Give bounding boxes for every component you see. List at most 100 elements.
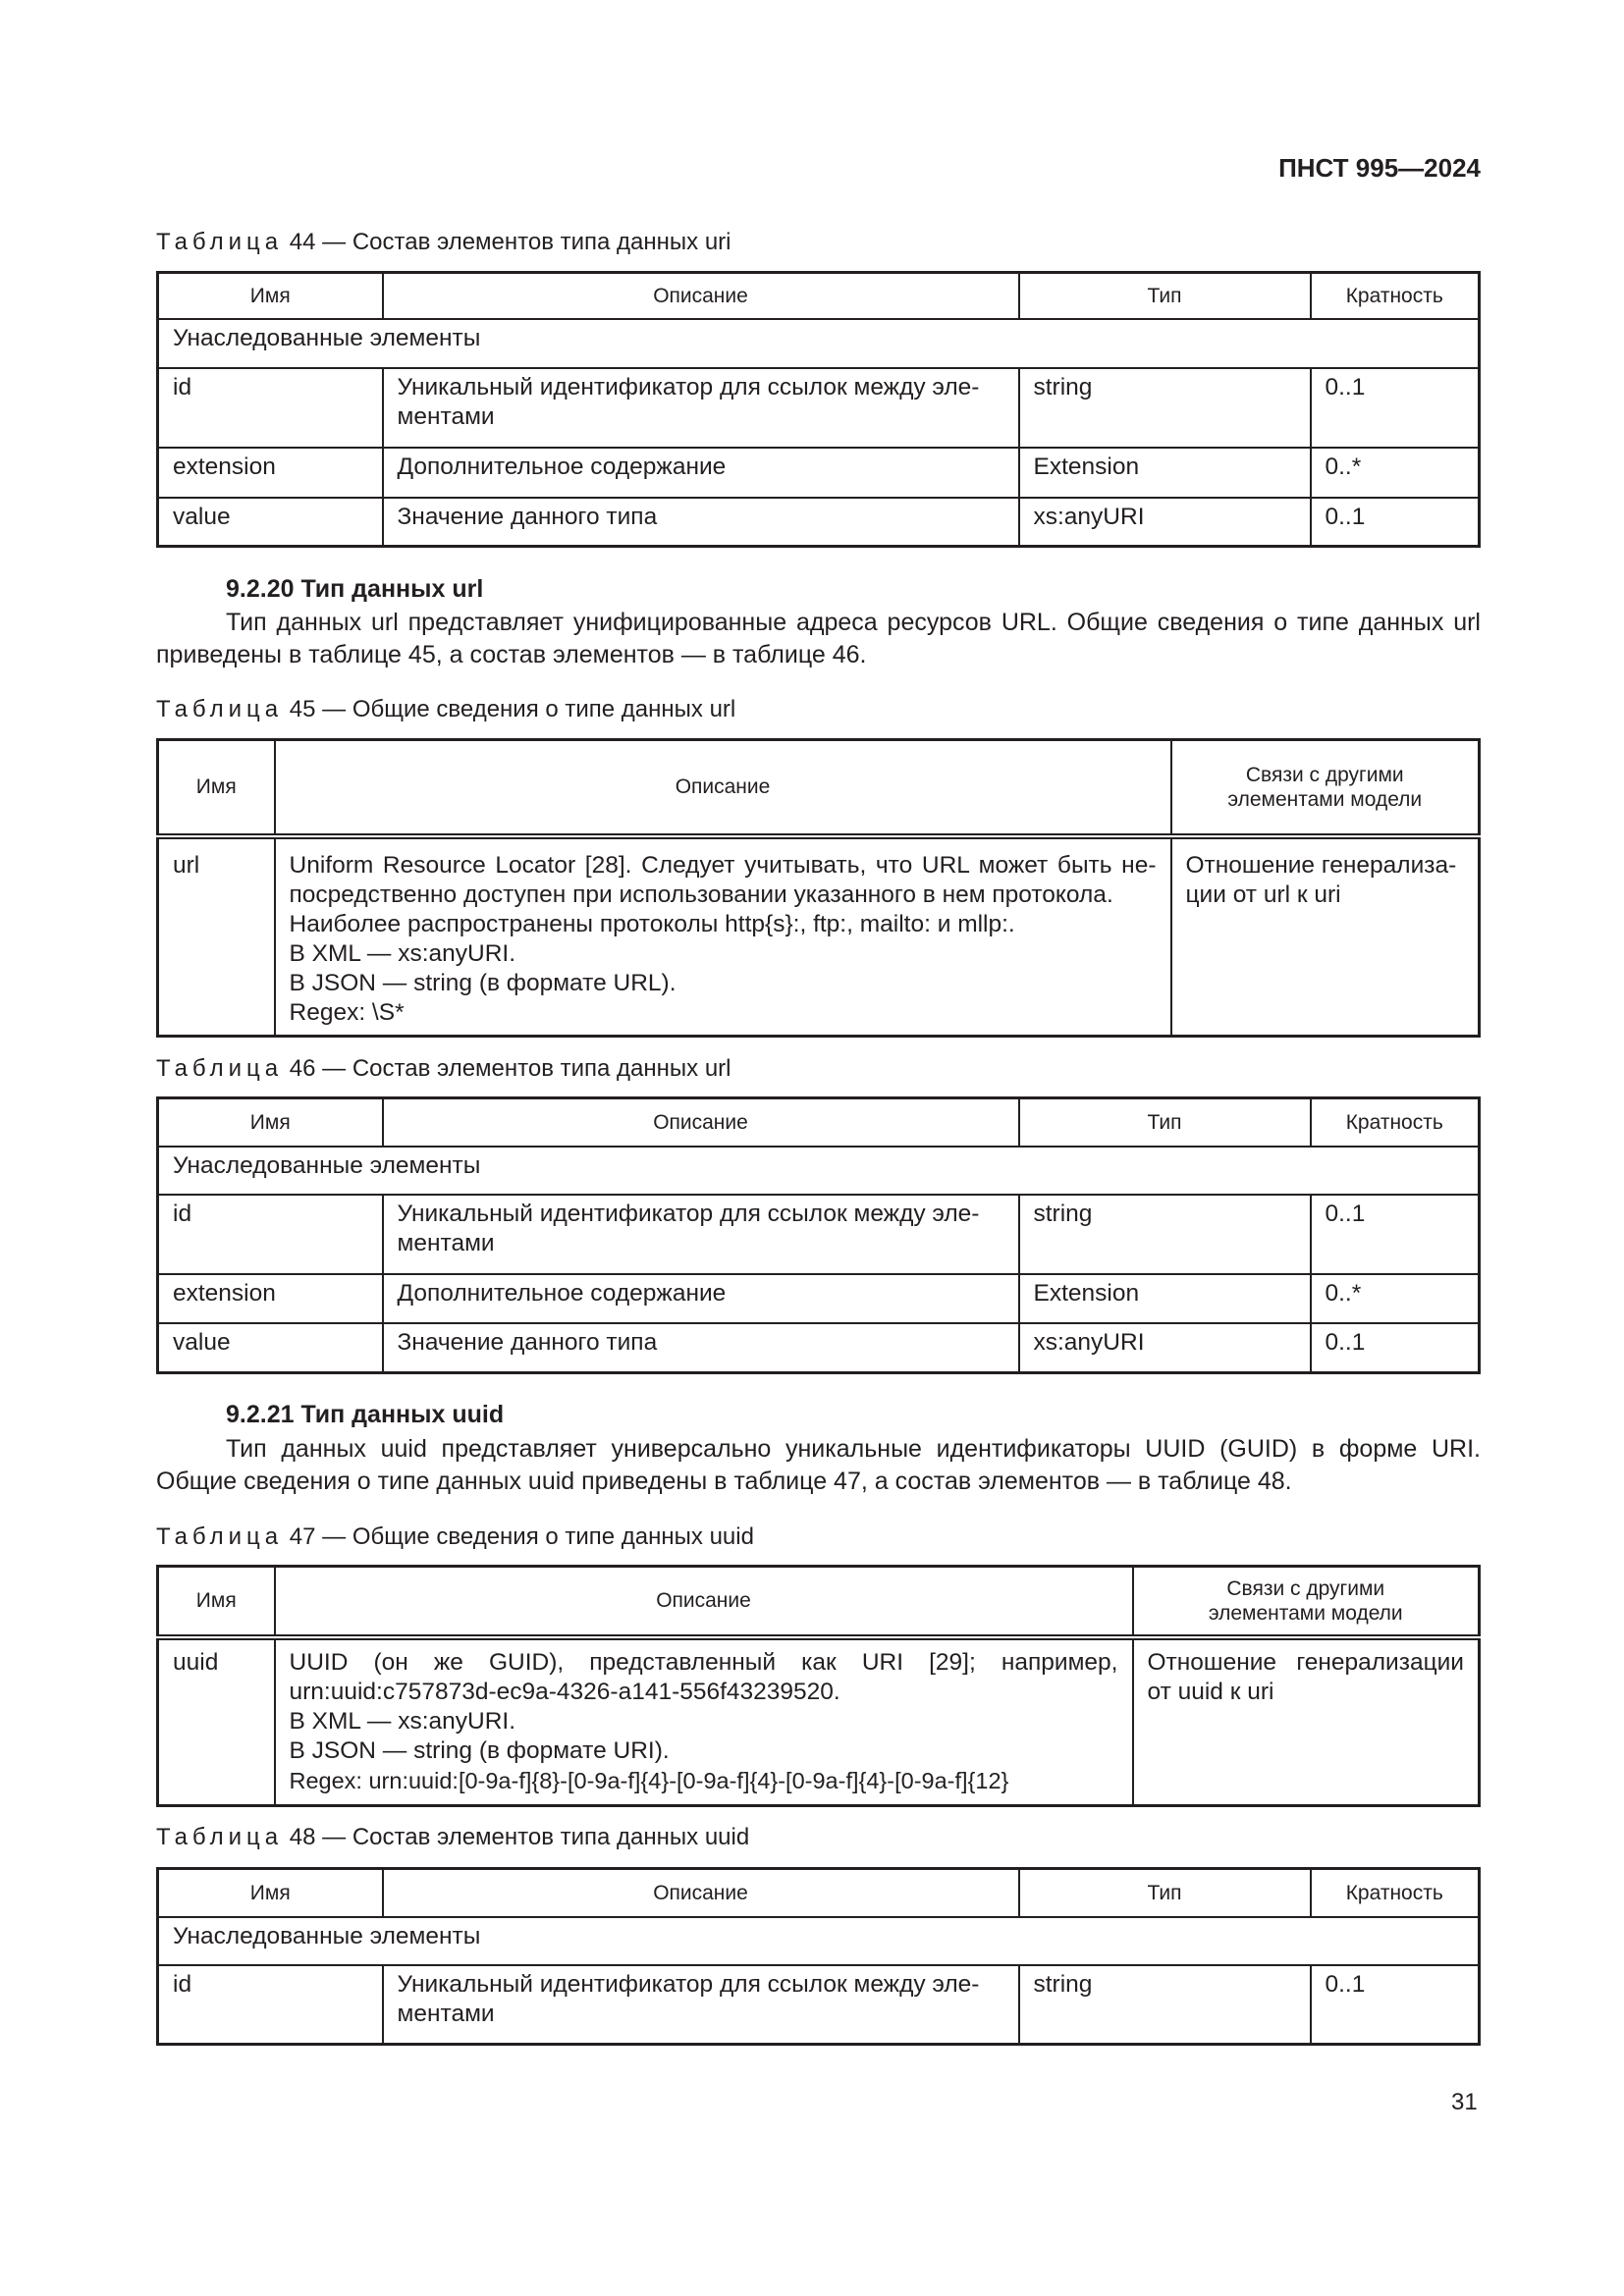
caption-word: Таблица bbox=[156, 1824, 284, 1850]
cell: 0..* bbox=[1309, 446, 1481, 499]
col-header: Кратность bbox=[1309, 1867, 1481, 1918]
paragraph-text: Тип данных uuid представляет универсальн… bbox=[156, 1435, 1481, 1495]
section-paragraph: Тип данных url представляет унифицирован… bbox=[156, 607, 1481, 671]
description-line: Regex: urn:uuid:[0-9a-f]{8}-[0-9a-f]{4}-… bbox=[289, 1767, 1009, 1793]
description-line: В JSON — string (в формате URL). bbox=[289, 969, 677, 996]
table-row: value Значение данного типа xs:anyURI 0..1 bbox=[156, 1321, 1481, 1374]
col-header: Описание bbox=[381, 271, 1020, 320]
col-header: Описание bbox=[381, 1867, 1020, 1918]
col-header: Имя bbox=[156, 1867, 384, 1918]
cell: uuid bbox=[156, 1635, 276, 1807]
col-header: Имя bbox=[156, 271, 384, 320]
cell: 0..1 bbox=[1309, 496, 1481, 548]
cell: Уникальный идентификатор для ссылок межд… bbox=[381, 1963, 1020, 2046]
inherited-row: Унаследованные элементы bbox=[156, 317, 1481, 369]
col-header: Связи с другими элементами модели bbox=[1169, 738, 1481, 839]
cell: value bbox=[156, 1321, 384, 1374]
description-line: Наиболее распространены протоколы http{s… bbox=[289, 910, 1015, 937]
cell: Значение данного типа bbox=[381, 496, 1020, 548]
table-row: id Уникальный идентификатор для ссылок ме… bbox=[156, 1963, 1481, 2046]
cell: Дополнительное содержание bbox=[381, 446, 1020, 499]
cell: string bbox=[1017, 1963, 1312, 2046]
table-row: id Уникальный идентификатор для ссылок ме… bbox=[156, 366, 1481, 449]
cell: extension bbox=[156, 1272, 384, 1324]
cell: 0..1 bbox=[1309, 1963, 1481, 2046]
description-line: В XML — xs:anyURI. bbox=[289, 1707, 516, 1735]
col-header: Кратность bbox=[1309, 1096, 1481, 1148]
table-46-caption: Таблица 46 — Состав элементов типа данны… bbox=[156, 1055, 731, 1083]
caption-word: Таблица bbox=[156, 1055, 284, 1082]
caption-text: 47 — Общие сведения о типе данных uuid bbox=[289, 1523, 754, 1550]
cell: url bbox=[156, 834, 276, 1038]
col-header: Тип bbox=[1017, 1867, 1312, 1918]
inherited-row: Унаследованные элементы bbox=[156, 1915, 1481, 1966]
cell: string bbox=[1017, 366, 1312, 449]
table-45: Имя Описание Связи с другими элементами мо… bbox=[156, 738, 1481, 1038]
description-line: UUID (он же GUID), представленный как UR… bbox=[289, 1648, 1118, 1705]
paragraph-text: Тип данных url представляет унифицирован… bbox=[156, 609, 1481, 668]
caption-word: Таблица bbox=[156, 229, 284, 255]
table-47: Имя Описание Связи с другими элементами мо… bbox=[156, 1565, 1481, 1807]
cell: 0..1 bbox=[1309, 1321, 1481, 1374]
cell: value bbox=[156, 496, 384, 548]
col-header: Имя bbox=[156, 1565, 276, 1640]
cell: Extension bbox=[1017, 1272, 1312, 1324]
caption-text: 46 — Состав элементов типа данных url bbox=[289, 1055, 731, 1082]
description-line: Uniform Resource Locator [28]. Следует у… bbox=[289, 851, 1157, 908]
cell: xs:anyURI bbox=[1017, 496, 1312, 548]
document-id: ПНСТ 995—2024 bbox=[1278, 153, 1481, 183]
description-line: В JSON — string (в формате URI). bbox=[289, 1736, 670, 1764]
col-header: Описание bbox=[273, 1565, 1134, 1640]
cell: Extension bbox=[1017, 446, 1312, 499]
description-line: В XML — xs:anyURI. bbox=[289, 939, 516, 967]
col-header: Кратность bbox=[1309, 271, 1481, 320]
col-header: Имя bbox=[156, 738, 276, 839]
table-row: uuid UUID (он же GUID), представленный к… bbox=[156, 1635, 1481, 1807]
inherited-row: Унаследованные элементы bbox=[156, 1145, 1481, 1196]
description-cell: Uniform Resource Locator [28]. Следует у… bbox=[273, 834, 1172, 1038]
cell: Дополнительное содержание bbox=[381, 1272, 1020, 1324]
cell: id bbox=[156, 366, 384, 449]
description-line: Regex: \S* bbox=[289, 998, 405, 1026]
table-44: Имя Описание Тип Кратность Унаследованные э… bbox=[156, 271, 1481, 548]
caption-text: 44 — Состав элементов типа данных uri bbox=[289, 229, 731, 255]
col-header: Имя bbox=[156, 1096, 384, 1148]
table-45-caption: Таблица 45 — Общие сведения о типе данны… bbox=[156, 696, 735, 723]
cell: Отношение генерализа-ции от url к uri bbox=[1169, 834, 1481, 1038]
col-header: Описание bbox=[273, 738, 1172, 839]
page-number: 31 bbox=[1451, 2089, 1478, 2115]
cell: id bbox=[156, 1193, 384, 1275]
cell: Отношение генерализации от uuid к uri bbox=[1131, 1635, 1481, 1807]
cell: Уникальный идентификатор для ссылок межд… bbox=[381, 366, 1020, 449]
col-header: Тип bbox=[1017, 1096, 1312, 1148]
col-header: Тип bbox=[1017, 271, 1312, 320]
table-47-caption: Таблица 47 — Общие сведения о типе данны… bbox=[156, 1523, 754, 1551]
cell: xs:anyURI bbox=[1017, 1321, 1312, 1374]
caption-word: Таблица bbox=[156, 696, 284, 722]
section-heading-9-2-21: 9.2.21 Тип данных uuid bbox=[226, 1401, 505, 1428]
caption-text: 45 — Общие сведения о типе данных url bbox=[289, 696, 736, 722]
section-paragraph: Тип данных uuid представляет универсальн… bbox=[156, 1433, 1481, 1498]
table-48-caption: Таблица 48 — Состав элементов типа данны… bbox=[156, 1824, 749, 1851]
caption-word: Таблица bbox=[156, 1523, 284, 1550]
table-row: extension Дополнительное содержание Extens… bbox=[156, 1272, 1481, 1324]
col-header: Связи с другими элементами модели bbox=[1131, 1565, 1481, 1640]
table-row: value Значение данного типа xs:anyURI 0..1 bbox=[156, 496, 1481, 548]
section-heading-9-2-20: 9.2.20 Тип данных url bbox=[226, 575, 484, 603]
table-46: Имя Описание Тип Кратность Унаследованные э… bbox=[156, 1096, 1481, 1374]
cell: Уникальный идентификатор для ссылок межд… bbox=[381, 1193, 1020, 1275]
table-row: url Uniform Resource Locator [28]. Следу… bbox=[156, 834, 1481, 1038]
cell: 0..* bbox=[1309, 1272, 1481, 1324]
cell: 0..1 bbox=[1309, 1193, 1481, 1275]
col-header: Описание bbox=[381, 1096, 1020, 1148]
table-48: Имя Описание Тип Кратность Унаследованные э… bbox=[156, 1867, 1481, 2046]
cell: id bbox=[156, 1963, 384, 2046]
table-row: id Уникальный идентификатор для ссылок ме… bbox=[156, 1193, 1481, 1275]
table-row: extension Дополнительное содержание Extens… bbox=[156, 446, 1481, 499]
table-44-caption: Таблица 44 — Состав элементов типа данны… bbox=[156, 229, 731, 256]
cell: Значение данного типа bbox=[381, 1321, 1020, 1374]
caption-text: 48 — Состав элементов типа данных uuid bbox=[289, 1824, 750, 1850]
description-cell: UUID (он же GUID), представленный как UR… bbox=[273, 1635, 1134, 1807]
cell: 0..1 bbox=[1309, 366, 1481, 449]
cell: extension bbox=[156, 446, 384, 499]
